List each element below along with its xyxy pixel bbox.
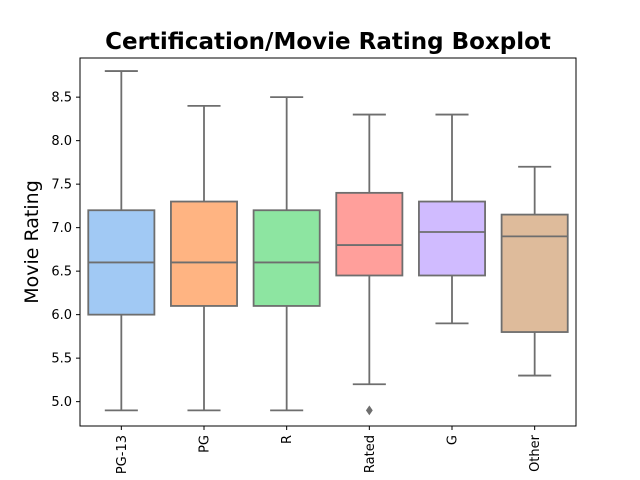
box-rated bbox=[335, 191, 404, 277]
box-r bbox=[252, 209, 321, 307]
y-tick-label: 7.5 bbox=[51, 178, 72, 193]
chart-title: Certification/Movie Rating Boxplot bbox=[105, 29, 551, 55]
plot-frame bbox=[79, 57, 577, 427]
x-tick-label: Rated bbox=[363, 435, 378, 473]
plot-area: 5.0 5.5 6.0 6.5 7.0 7.5 8.0 8.5 PG-13 PG R Rated G Ot… bbox=[51, 70, 569, 474]
y-tick-label: 7.0 bbox=[51, 221, 72, 236]
y-tick-label: 5.0 bbox=[51, 395, 72, 410]
x-tick-label: R bbox=[280, 435, 295, 444]
x-tick-label: Other bbox=[528, 434, 543, 472]
box-pg bbox=[170, 200, 238, 307]
y-tick-label: 5.5 bbox=[51, 352, 72, 367]
outlier-point bbox=[365, 405, 373, 416]
y-tick-label: 8.5 bbox=[51, 91, 72, 106]
y-tick-label: 6.0 bbox=[51, 308, 72, 323]
y-tick-label: 6.5 bbox=[51, 265, 72, 280]
x-tick-label: PG bbox=[198, 435, 213, 453]
x-tick-label: PG-13 bbox=[115, 435, 130, 474]
y-axis-label: Movie Rating bbox=[21, 180, 43, 304]
box-other bbox=[500, 213, 569, 333]
box-g bbox=[418, 200, 486, 277]
y-tick-label: 8.0 bbox=[51, 134, 72, 149]
x-tick-label: G bbox=[446, 435, 461, 445]
